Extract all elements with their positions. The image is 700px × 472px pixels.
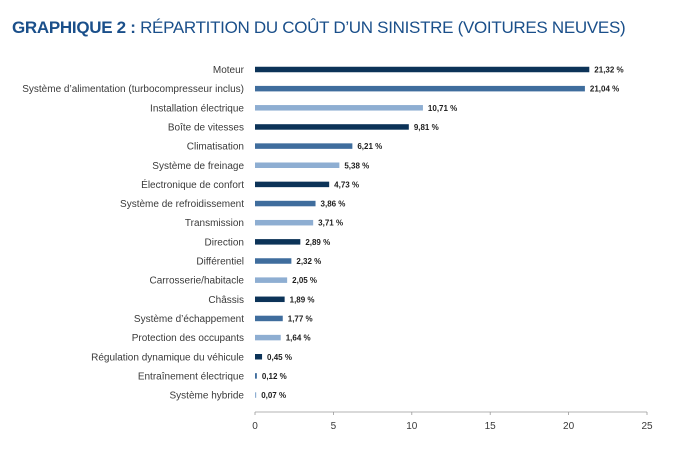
category-label: Moteur [213, 65, 245, 76]
bar-3 [255, 105, 423, 111]
category-label: Installation électrique [150, 103, 244, 114]
category-label: Système de freinage [152, 161, 244, 172]
category-label: Boîte de vitesses [168, 122, 244, 133]
bar-12 [255, 277, 288, 283]
value-label: 1,64 % [286, 334, 311, 343]
value-label: 5,38 % [344, 161, 369, 170]
category-label: Châssis [208, 295, 244, 306]
bar-15 [255, 334, 281, 341]
category-label: Électronique de confort [141, 178, 244, 191]
category-label: Système de refroidissement [120, 199, 244, 210]
bar-9 [255, 219, 314, 226]
category-label: Régulation dynamique du véhicule [91, 352, 244, 363]
value-label: 10,71 % [428, 104, 457, 113]
value-label: 0,45 % [267, 353, 292, 362]
category-label: Différentiel [196, 257, 244, 268]
bar-11 [255, 258, 292, 264]
category-label: Carrosserie/habitacle [150, 276, 245, 287]
value-label: 21,04 % [590, 85, 619, 94]
bar-18 [255, 392, 257, 398]
category-label: Système d’échappement [134, 314, 244, 325]
category-label: Entraînement électrique [138, 371, 245, 382]
value-label: 21,32 % [594, 66, 623, 75]
bar-10 [255, 239, 301, 245]
x-tick-label: 5 [331, 421, 337, 432]
bars-layer: Moteur 21,32 % Système d’alimentation (tur… [22, 65, 623, 402]
value-label: 9,81 % [414, 123, 439, 132]
value-label: 0,12 % [262, 372, 287, 381]
x-tick-label: 20 [563, 421, 575, 432]
x-tick-label: 10 [406, 421, 418, 432]
value-label: 0,07 % [261, 391, 286, 400]
category-label: Direction [205, 237, 244, 248]
category-label: Transmission [185, 218, 244, 229]
category-label: Système hybride [170, 391, 245, 402]
value-label: 3,86 % [321, 200, 346, 209]
category-label: Climatisation [187, 142, 244, 153]
bar-1 [255, 66, 590, 73]
bar-4 [255, 124, 409, 130]
bar-14 [255, 315, 283, 322]
bar-8 [255, 200, 316, 207]
value-label: 6,21 % [357, 142, 382, 151]
chart-title-prefix: GRAPHIQUE 2 : [12, 18, 136, 37]
bar-5 [255, 143, 353, 149]
x-tick-label: 15 [485, 421, 497, 432]
bar-6 [255, 162, 340, 168]
chart-title: GRAPHIQUE 2 : RÉPARTITION DU COÛT D’UN S… [12, 18, 626, 38]
x-tick-label: 0 [252, 421, 258, 432]
category-label: Protection des occupants [132, 333, 244, 344]
value-label: 2,05 % [292, 276, 317, 285]
bar-7 [255, 181, 330, 188]
value-label: 3,71 % [318, 219, 343, 228]
bar-16 [255, 354, 263, 360]
value-label: 4,73 % [334, 180, 359, 189]
category-label: Système d’alimentation (turbocompresseur… [22, 84, 244, 95]
bar-13 [255, 296, 285, 303]
value-label: 2,89 % [305, 238, 330, 247]
value-label: 1,89 % [290, 295, 315, 304]
chart-title-text: RÉPARTITION DU COÛT D’UN SINISTRE (VOITU… [140, 18, 626, 37]
bar-17 [255, 373, 257, 379]
x-tick-label: 25 [641, 421, 653, 432]
value-label: 2,32 % [296, 257, 321, 266]
value-label: 1,77 % [288, 314, 313, 323]
x-axis: 0 5 10 15 20 25 [252, 411, 653, 432]
bar-2 [255, 85, 585, 92]
